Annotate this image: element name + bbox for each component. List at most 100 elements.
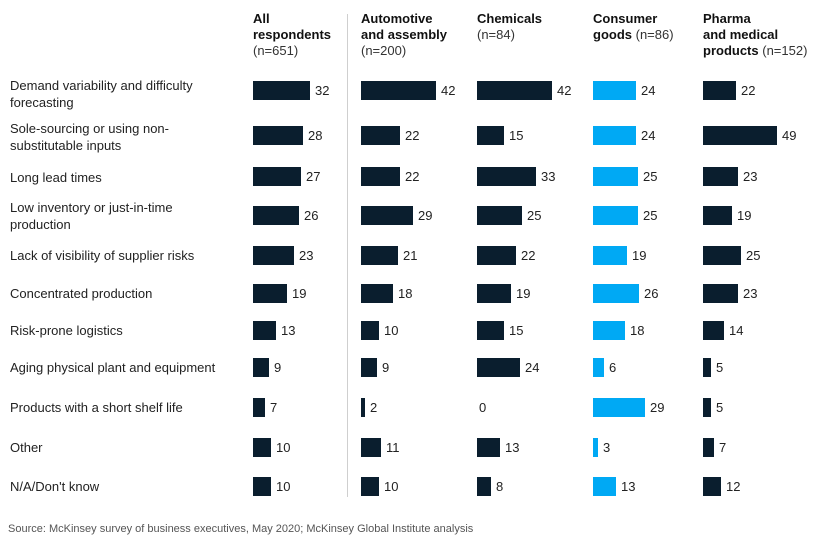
bar xyxy=(703,477,721,496)
column-header-title: Pharma xyxy=(703,11,751,26)
bar xyxy=(253,284,287,303)
row-label-line: Risk-prone logistics xyxy=(10,323,123,338)
value-label: 24 xyxy=(641,128,656,143)
bar xyxy=(361,321,379,340)
bar xyxy=(477,438,500,457)
bar xyxy=(477,477,491,496)
value-label: 13 xyxy=(621,479,636,494)
value-label: 22 xyxy=(405,169,420,184)
bar xyxy=(477,206,522,225)
value-label: 13 xyxy=(281,323,296,338)
bar xyxy=(593,246,627,265)
column-header-n: (n=86) xyxy=(632,27,674,42)
value-label: 13 xyxy=(505,440,520,455)
row-label-line: forecasting xyxy=(10,95,74,110)
bar xyxy=(593,438,598,457)
value-label: 24 xyxy=(641,83,656,98)
bar xyxy=(253,358,269,377)
bar xyxy=(593,126,636,145)
source-note: Source: McKinsey survey of business exec… xyxy=(8,523,474,535)
value-label: 26 xyxy=(644,286,659,301)
value-label: 33 xyxy=(541,169,556,184)
column-header-title: respondents xyxy=(253,27,332,42)
bar xyxy=(703,81,736,100)
value-label: 8 xyxy=(496,479,504,494)
value-label: 21 xyxy=(403,248,418,263)
value-label: 2 xyxy=(370,400,378,415)
bar xyxy=(593,81,636,100)
row-label-line: production xyxy=(10,217,71,232)
row-label-line: Aging physical plant and equipment xyxy=(10,360,216,375)
bar xyxy=(593,321,625,340)
column-header-0: All respondents (n=651) xyxy=(253,11,331,59)
row-label: Demand variability and difficulty forecas… xyxy=(10,77,240,111)
bar xyxy=(253,81,310,100)
value-label: 19 xyxy=(292,286,307,301)
column-header-title: Chemicals xyxy=(477,11,543,26)
column-header-title: and medical xyxy=(703,27,779,42)
bar xyxy=(253,321,276,340)
column-header-title: products xyxy=(703,43,759,58)
bar xyxy=(703,246,741,265)
value-label: 15 xyxy=(509,323,524,338)
value-label: 22 xyxy=(521,248,536,263)
value-label: 19 xyxy=(516,286,531,301)
column-header-n: (n=651) xyxy=(253,43,299,58)
column-header-title: and assembly xyxy=(361,27,447,42)
value-label: 42 xyxy=(557,83,572,98)
row-label-line: Long lead times xyxy=(10,170,102,185)
bar xyxy=(253,167,301,186)
column-header-n: (n=84) xyxy=(477,27,515,42)
bar xyxy=(477,167,536,186)
bar xyxy=(253,398,265,417)
value-label: 11 xyxy=(386,440,400,455)
bar xyxy=(703,206,732,225)
bar xyxy=(593,206,638,225)
value-label: 9 xyxy=(382,360,390,375)
column-header-4: Pharma and medical products (n=152) xyxy=(703,11,807,59)
bar xyxy=(703,321,724,340)
column-header-2: Chemicals (n=84) xyxy=(477,11,542,43)
value-label: 23 xyxy=(743,286,758,301)
value-label: 23 xyxy=(743,169,758,184)
value-label: 28 xyxy=(308,128,323,143)
column-header-title: Automotive xyxy=(361,11,433,26)
value-label: 7 xyxy=(270,400,278,415)
value-label: 10 xyxy=(276,440,291,455)
row-label-line: Low inventory or just-in-time xyxy=(10,200,173,215)
value-label: 18 xyxy=(630,323,645,338)
row-label-line: Concentrated production xyxy=(10,286,153,301)
value-label: 22 xyxy=(741,83,756,98)
row-label: Products with a short shelf life xyxy=(10,399,240,416)
bar xyxy=(253,438,271,457)
value-label: 25 xyxy=(746,248,761,263)
bar xyxy=(361,81,436,100)
column-header-n: (n=152) xyxy=(758,43,808,58)
bar xyxy=(361,477,379,496)
value-label: 3 xyxy=(603,440,611,455)
row-label-line: substitutable inputs xyxy=(10,138,122,153)
value-label: 29 xyxy=(650,400,665,415)
bar xyxy=(703,126,777,145)
value-label: 32 xyxy=(315,83,330,98)
bar xyxy=(593,284,639,303)
bar xyxy=(477,126,504,145)
bar xyxy=(477,284,511,303)
value-label: 12 xyxy=(726,479,741,494)
value-label: 23 xyxy=(299,248,314,263)
row-label: Low inventory or just-in-time production xyxy=(10,199,240,233)
value-label: 18 xyxy=(398,286,413,301)
value-label: 22 xyxy=(405,128,420,143)
column-header-title: goods xyxy=(593,27,632,42)
row-label-line: Lack of visibility of supplier risks xyxy=(10,248,195,263)
bar xyxy=(477,358,520,377)
value-label: 19 xyxy=(737,208,752,223)
value-label: 25 xyxy=(643,169,658,184)
bar xyxy=(361,246,398,265)
row-label: Sole-sourcing or using non-substitutable… xyxy=(10,120,240,154)
row-label-line: Demand variability and difficulty xyxy=(10,78,193,93)
value-label: 10 xyxy=(384,323,399,338)
value-label: 24 xyxy=(525,360,540,375)
value-label: 7 xyxy=(719,440,727,455)
bar xyxy=(593,167,638,186)
